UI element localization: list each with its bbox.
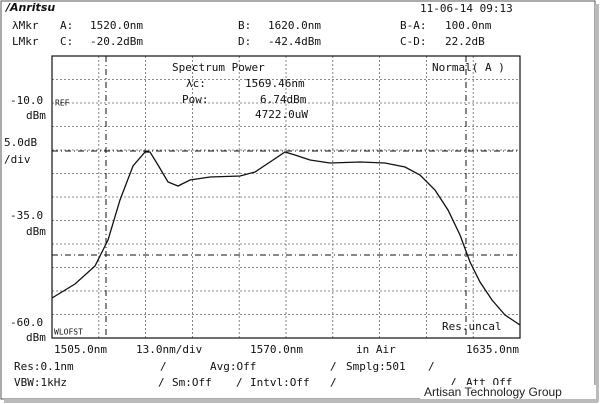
avg: Avg:Off — [210, 360, 256, 373]
label: C: — [60, 35, 73, 48]
plot-labels: Normal( A ) Spectrum Power λc: 1569.46nm… — [4, 61, 505, 344]
value: -20.2dBm — [90, 35, 143, 48]
sep: / — [450, 376, 457, 389]
y-label: -10.0 — [10, 94, 43, 107]
y-scale: 5.0dB — [4, 136, 37, 149]
brand: /Anritsu — [4, 1, 55, 14]
x-center: 1570.0nm — [250, 343, 303, 356]
label: C-D: — [400, 35, 427, 48]
spectrum-title: Spectrum Power — [172, 61, 265, 74]
y-label: -35.0 — [10, 209, 43, 222]
label: A: — [60, 19, 73, 32]
value: 22.2dB — [445, 35, 485, 48]
power-label: Pow: — [182, 93, 209, 106]
watermark: Artisan Technology Group — [424, 385, 562, 399]
shadow — [4, 399, 598, 403]
y-scale-unit: /div — [4, 153, 31, 166]
x-medium: in Air — [356, 343, 396, 356]
sep: / — [158, 376, 165, 389]
x-start: 1505.0nm — [54, 343, 107, 356]
y-unit: dBm — [26, 225, 46, 238]
power-dbm: 6.74dBm — [260, 93, 307, 106]
sm: Sm:Off — [172, 376, 212, 389]
sep: / — [160, 360, 167, 373]
x-axis-labels: 1505.0nm 13.0nm/div 1570.0nm in Air 1635… — [54, 343, 519, 356]
value: 1620.0nm — [268, 19, 321, 32]
spectrum-trace — [51, 151, 521, 326]
vbw: VBW:1kHz — [14, 376, 67, 389]
plot-border — [51, 55, 521, 339]
label: B: — [238, 19, 251, 32]
label: B-A: — [400, 19, 427, 32]
label: LMkr — [12, 35, 39, 48]
value: 1520.0nm — [90, 19, 143, 32]
mode: Normal( A ) — [432, 61, 505, 74]
header: /Anritsu 11-06-14 09:13 λMkr A: 1520.0nm… — [4, 1, 513, 48]
label: D: — [238, 35, 251, 48]
y-unit: dBm — [26, 331, 46, 344]
x-stop: 1635.0nm — [466, 343, 519, 356]
label: λMkr — [12, 19, 39, 32]
center-label: λc: — [186, 77, 206, 90]
ref-tag: REF — [55, 99, 70, 108]
shadow — [595, 4, 599, 402]
res-tag: Res.uncal — [442, 320, 502, 333]
value: -42.4dBm — [268, 35, 321, 48]
res: Res:0.1nm — [14, 360, 74, 373]
wlofst-tag: WLOFST — [54, 328, 83, 337]
smplg: Smplg:501 — [346, 360, 406, 373]
sep: / — [236, 376, 243, 389]
sep: / — [330, 360, 337, 373]
sep: / — [330, 376, 337, 389]
x-span: 13.0nm/div — [136, 343, 203, 356]
y-label: -60.0 — [10, 316, 43, 329]
intvl: Intvl:Off — [250, 376, 310, 389]
grid — [52, 56, 520, 338]
y-unit: dBm — [26, 109, 46, 122]
watermark-bg — [420, 385, 596, 399]
power-uw: 4722.0uW — [255, 108, 308, 121]
datetime: 11-06-14 09:13 — [420, 2, 513, 15]
value: 100.0nm — [445, 19, 492, 32]
center-value: 1569.46nm — [245, 77, 305, 90]
sep: / — [428, 360, 435, 373]
